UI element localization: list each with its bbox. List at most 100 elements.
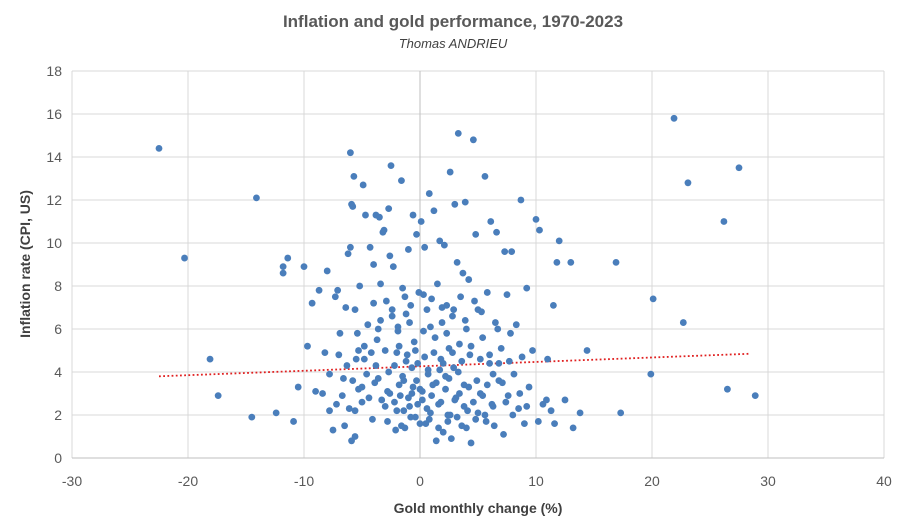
data-point: [720, 218, 728, 225]
data-point: [439, 360, 447, 367]
data-point: [446, 411, 454, 419]
data-point: [450, 364, 458, 372]
data-point: [507, 329, 514, 337]
data-point: [413, 377, 420, 384]
data-point: [461, 317, 469, 324]
data-point: [474, 409, 482, 417]
x-tick-label: -10: [294, 473, 314, 489]
data-point: [353, 329, 361, 337]
data-point: [402, 357, 410, 365]
data-point: [518, 353, 526, 361]
data-point: [432, 379, 440, 387]
data-point: [333, 400, 340, 408]
data-point: [155, 145, 163, 152]
data-point: [386, 252, 394, 260]
data-point: [308, 299, 316, 307]
data-point: [392, 426, 400, 434]
data-point: [481, 411, 489, 419]
data-point: [423, 405, 431, 412]
data-point: [409, 211, 417, 219]
data-point: [341, 422, 348, 430]
data-point: [418, 387, 426, 395]
data-point: [396, 392, 404, 400]
data-point: [338, 392, 346, 400]
data-point: [424, 370, 432, 378]
data-point: [391, 362, 398, 369]
data-point: [436, 366, 444, 374]
data-point: [555, 237, 563, 245]
data-point: [534, 418, 542, 425]
data-point: [500, 430, 507, 438]
data-point: [360, 342, 368, 350]
data-point: [374, 325, 382, 333]
data-point: [456, 390, 463, 397]
data-point: [416, 420, 424, 427]
data-point: [417, 218, 425, 225]
data-point: [478, 308, 485, 316]
data-point: [467, 439, 475, 447]
data-point: [612, 258, 620, 266]
data-point: [214, 392, 222, 400]
data-point: [329, 426, 337, 434]
data-point: [342, 304, 350, 311]
data-point: [321, 349, 329, 357]
data-point: [466, 351, 474, 359]
data-point: [406, 403, 413, 410]
data-point: [421, 353, 429, 361]
data-point: [430, 349, 438, 357]
data-point: [399, 372, 406, 380]
data-point: [367, 349, 375, 357]
data-point: [479, 392, 487, 400]
data-point: [679, 319, 687, 326]
data-point: [364, 321, 372, 329]
data-point: [444, 418, 452, 425]
data-point: [413, 231, 420, 238]
data-point: [377, 280, 384, 288]
data-point: [355, 347, 362, 354]
data-point: [517, 196, 525, 204]
data-point: [407, 413, 415, 421]
x-tick-label: -20: [178, 473, 198, 489]
data-point: [373, 336, 381, 344]
data-point: [290, 418, 297, 425]
data-point: [385, 205, 393, 213]
data-point: [418, 396, 426, 404]
data-point: [362, 211, 369, 219]
data-point: [483, 289, 491, 296]
y-tick-label: 0: [54, 450, 62, 466]
data-point: [384, 418, 391, 425]
data-point: [523, 284, 531, 292]
data-point: [334, 286, 342, 294]
data-point: [454, 368, 462, 376]
data-point: [343, 362, 351, 369]
data-point: [498, 379, 506, 387]
data-point: [515, 405, 522, 412]
data-point: [445, 375, 453, 382]
data-point: [380, 226, 388, 234]
data-point: [349, 377, 357, 384]
data-point: [319, 390, 326, 397]
data-point: [438, 304, 446, 311]
data-point: [300, 263, 308, 271]
data-point: [457, 293, 464, 301]
data-point: [550, 301, 557, 309]
data-point: [378, 396, 386, 404]
data-point: [272, 409, 280, 417]
data-point: [451, 396, 459, 404]
data-point: [427, 323, 434, 331]
data-point: [398, 177, 405, 185]
y-tick-label: 2: [54, 407, 62, 423]
data-point: [449, 312, 456, 320]
data-point: [547, 407, 555, 415]
data-point: [479, 334, 487, 341]
data-point: [492, 319, 499, 326]
data-point: [403, 351, 411, 359]
data-point: [473, 377, 481, 384]
data-point: [344, 250, 352, 258]
data-point: [331, 293, 339, 301]
data-point: [497, 344, 505, 352]
data-point: [414, 400, 422, 408]
data-point: [345, 405, 353, 412]
data-point: [617, 409, 625, 417]
data-point: [576, 409, 584, 417]
